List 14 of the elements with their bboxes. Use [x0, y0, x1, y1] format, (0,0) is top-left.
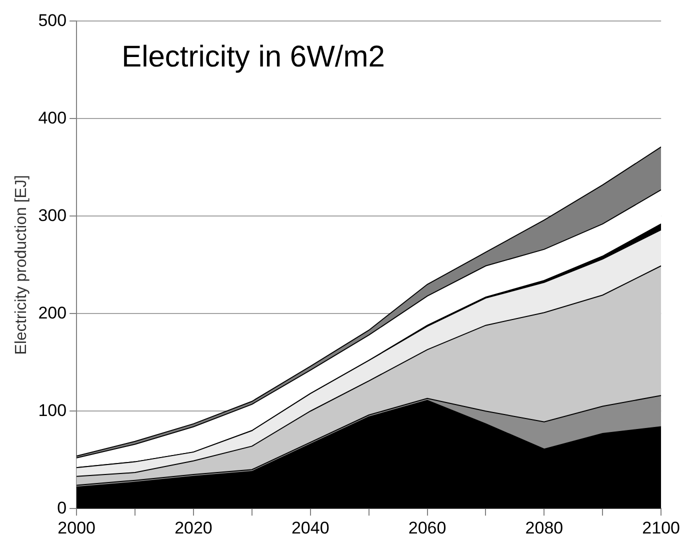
x-tick-label: 2000 — [58, 518, 96, 538]
y-tick-label: 100 — [38, 400, 67, 420]
y-tick-label: 500 — [38, 10, 67, 30]
y-axis-title: Electricity production [EJ] — [13, 175, 30, 355]
x-tick-label: 2080 — [525, 518, 564, 538]
y-tick-label: 400 — [38, 108, 67, 128]
x-tick-label: 2040 — [291, 518, 330, 538]
x-tick-label: 2060 — [408, 518, 446, 538]
text: Electricity in 6W/m2 — [122, 40, 385, 74]
y-tick-label: 300 — [38, 206, 67, 225]
x-tick-label: 2020 — [174, 518, 212, 538]
y-tick-label: 0 — [57, 498, 67, 518]
y-tick-label: 200 — [38, 303, 67, 322]
x-tick-label: 2100 — [642, 518, 680, 538]
